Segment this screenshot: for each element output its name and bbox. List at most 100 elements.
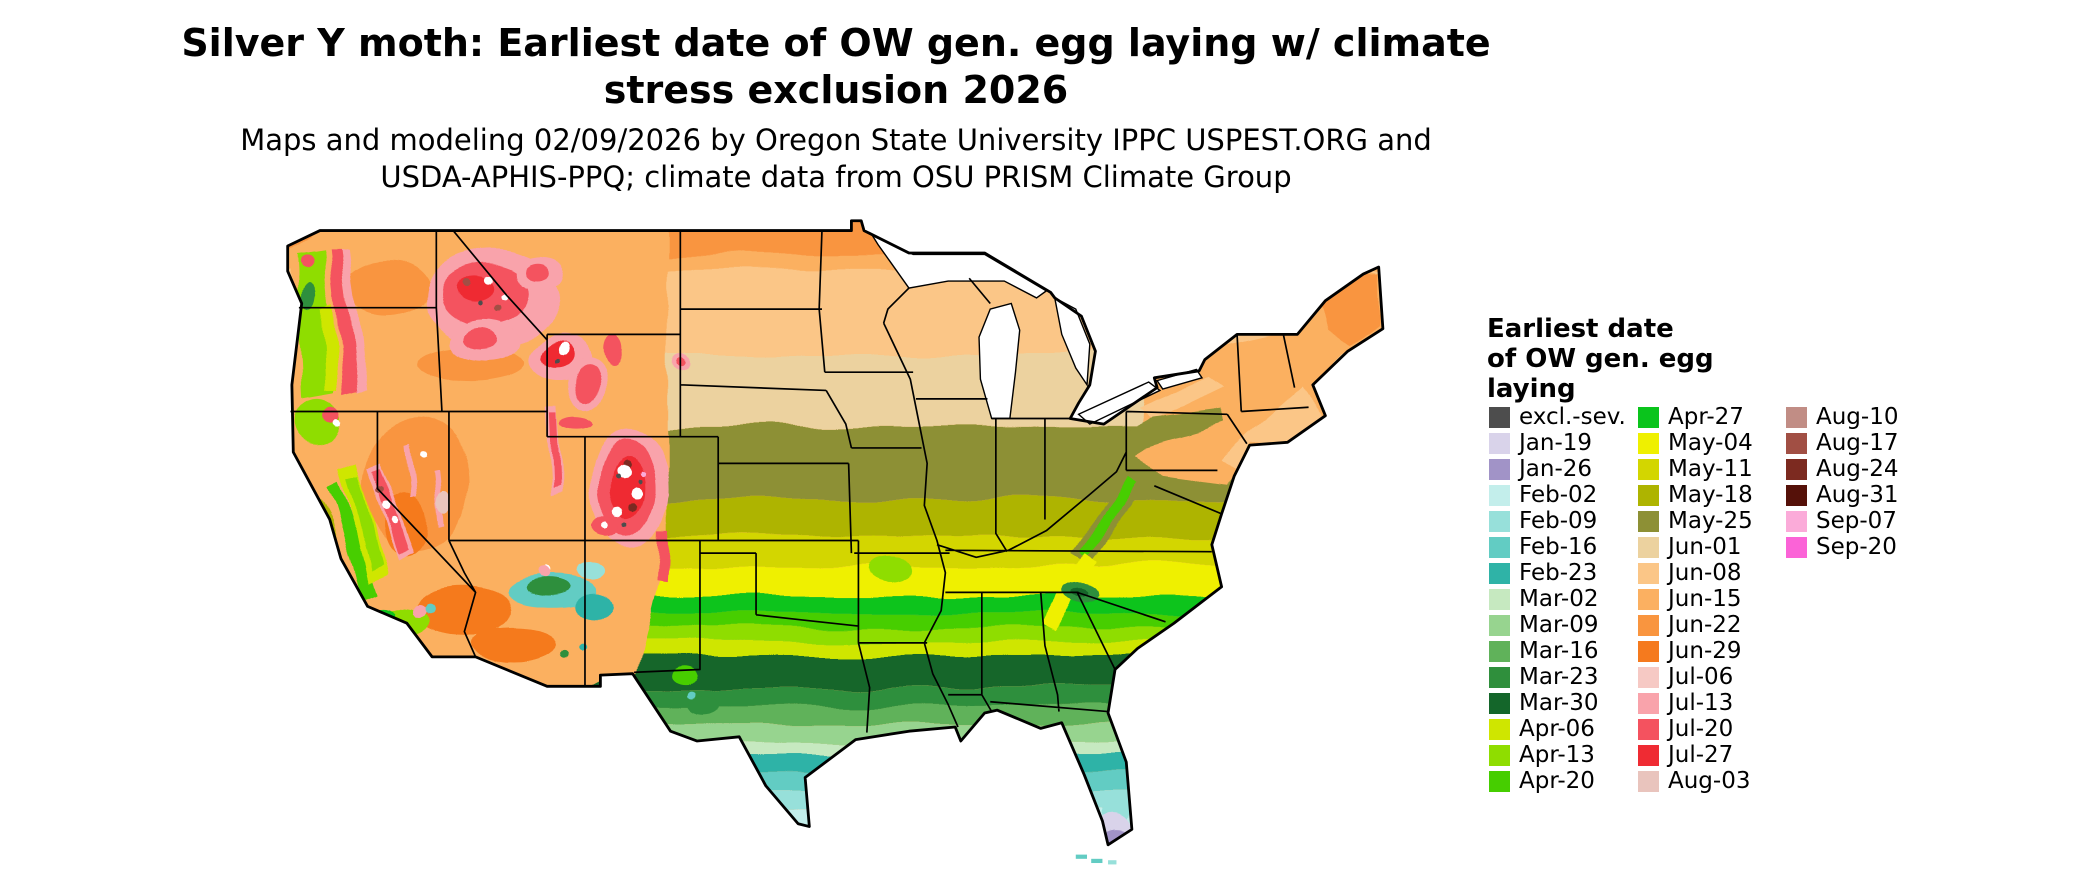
legend-label: Jul-13	[1668, 690, 1734, 716]
legend-item: Mar-23	[1489, 664, 1639, 690]
legend-swatch	[1638, 744, 1659, 766]
legend-label: Sep-07	[1816, 508, 1897, 534]
legend-swatch	[1786, 484, 1807, 506]
legend-item: Feb-09	[1489, 508, 1639, 534]
legend-item: May-04	[1638, 430, 1788, 456]
state-borders	[290, 230, 1309, 733]
legend-swatch	[1638, 406, 1659, 428]
legend-column-3: Aug-10 Aug-17 Aug-24 Aug-31 Sep-07 Sep-20	[1786, 404, 1936, 560]
legend-label: Jul-20	[1668, 716, 1734, 742]
legend-item: Jul-20	[1638, 716, 1788, 742]
legend-item: Mar-02	[1489, 586, 1639, 612]
legend-swatch	[1638, 536, 1659, 558]
legend-item: Sep-20	[1786, 534, 1936, 560]
legend-item: Jun-08	[1638, 560, 1788, 586]
us-outline	[286, 219, 1385, 847]
legend-item: Apr-20	[1489, 768, 1639, 794]
legend-label: Jan-19	[1519, 430, 1593, 456]
legend-item: Aug-17	[1786, 430, 1936, 456]
legend-item: Jul-13	[1638, 690, 1788, 716]
legend-label: Feb-23	[1519, 560, 1598, 586]
legend-label: Apr-06	[1519, 716, 1595, 742]
legend-label: Mar-09	[1519, 612, 1599, 638]
legend-swatch	[1489, 666, 1510, 688]
legend-label: Jun-29	[1668, 638, 1742, 664]
legend-item: May-11	[1638, 456, 1788, 482]
lake-superior	[869, 231, 1048, 299]
us-map-svg	[286, 219, 1385, 865]
legend-swatch	[1786, 406, 1807, 428]
legend-swatch	[1489, 484, 1510, 506]
figure-title-line2: stress exclusion 2026	[603, 68, 1069, 112]
legend-swatch	[1638, 770, 1659, 792]
legend-item: Apr-27	[1638, 404, 1788, 430]
figure-subtitle-line2: USDA-APHIS-PPQ; climate data from OSU PR…	[380, 160, 1292, 194]
legend-item: May-18	[1638, 482, 1788, 508]
legend-item: Jun-29	[1638, 638, 1788, 664]
legend-label: Aug-03	[1668, 768, 1751, 794]
legend-swatch	[1489, 458, 1510, 480]
legend-item: Apr-13	[1489, 742, 1639, 768]
legend-title-line3: laying	[1487, 374, 1576, 404]
legend-label: May-25	[1668, 508, 1753, 534]
legend-label: Jan-26	[1519, 456, 1593, 482]
us-map	[240, 210, 1446, 885]
legend-label: Feb-16	[1519, 534, 1598, 560]
legend-swatch	[1638, 588, 1659, 610]
legend-title-line2: of OW gen. egg	[1487, 344, 1714, 374]
legend-label: May-04	[1668, 430, 1753, 456]
legend-column-2: Apr-27 May-04 May-11 May-18 May-25 Jun-01 Jun-…	[1638, 404, 1788, 794]
legend-item: Mar-30	[1489, 690, 1639, 716]
legend-swatch	[1786, 536, 1807, 558]
legend-label: Feb-02	[1519, 482, 1598, 508]
legend-swatch	[1489, 406, 1510, 428]
legend-swatch	[1489, 562, 1510, 584]
legend-swatch	[1638, 692, 1659, 714]
legend-swatch	[1489, 640, 1510, 662]
legend-item: Sep-07	[1786, 508, 1936, 534]
legend-label: Mar-16	[1519, 638, 1599, 664]
legend-label: Jun-08	[1668, 560, 1742, 586]
legend-label: Jul-27	[1668, 742, 1734, 768]
legend-item: Mar-16	[1489, 638, 1639, 664]
legend-item: Jun-22	[1638, 612, 1788, 638]
legend-swatch	[1638, 614, 1659, 636]
legend-item: Mar-09	[1489, 612, 1639, 638]
legend-label: Mar-23	[1519, 664, 1599, 690]
legend-item: Jan-19	[1489, 430, 1639, 456]
legend-swatch	[1786, 510, 1807, 532]
legend-swatch	[1786, 458, 1807, 480]
legend-label: Apr-20	[1519, 768, 1595, 794]
legend-swatch	[1638, 666, 1659, 688]
lake-michigan	[978, 302, 1021, 420]
legend-swatch	[1638, 718, 1659, 740]
legend-item: Aug-31	[1786, 482, 1936, 508]
florida-keys	[1075, 854, 1117, 865]
lake-huron	[1053, 296, 1091, 387]
legend-label: Mar-02	[1519, 586, 1599, 612]
legend-swatch	[1489, 432, 1510, 454]
legend-label: Aug-10	[1816, 404, 1899, 430]
legend-item: excl.-sev.	[1489, 404, 1639, 430]
legend-label: Feb-09	[1519, 508, 1598, 534]
legend-title-line1: Earliest date	[1487, 314, 1674, 344]
legend-label: Jul-06	[1668, 664, 1734, 690]
legend-label: Mar-30	[1519, 690, 1599, 716]
legend-swatch	[1489, 510, 1510, 532]
legend-item: Aug-24	[1786, 456, 1936, 482]
legend-column-1: excl.-sev. Jan-19 Jan-26 Feb-02 Feb-09 Feb-16…	[1489, 404, 1639, 794]
legend-label: Jun-15	[1668, 586, 1742, 612]
legend-swatch	[1489, 614, 1510, 636]
legend-item: Jul-27	[1638, 742, 1788, 768]
legend-item: Jul-06	[1638, 664, 1788, 690]
figure-subtitle-line1: Maps and modeling 02/09/2026 by Oregon S…	[240, 123, 1432, 157]
legend-swatch	[1638, 640, 1659, 662]
legend-label: May-18	[1668, 482, 1753, 508]
legend-item: Apr-06	[1489, 716, 1639, 742]
figure-title-line1: Silver Y moth: Earliest date of OW gen. …	[181, 21, 1491, 65]
legend-label: May-11	[1668, 456, 1753, 482]
legend-swatch	[1638, 510, 1659, 532]
legend-swatch	[1489, 692, 1510, 714]
legend-swatch	[1489, 536, 1510, 558]
